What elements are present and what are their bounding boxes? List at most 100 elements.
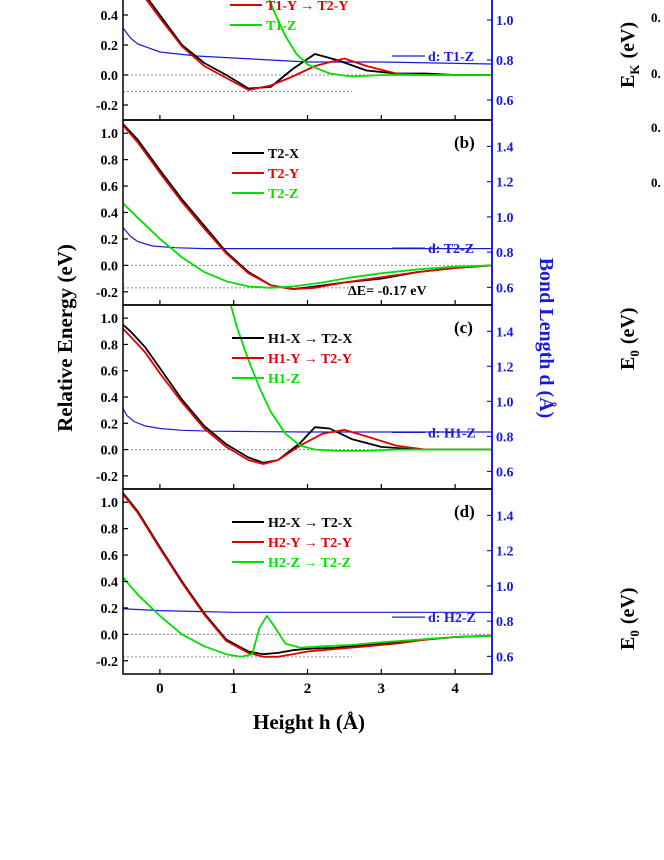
x-tick-label: 2 [304, 681, 312, 697]
y-tick-label: 0.2 [101, 233, 119, 248]
e0-side-label: E0(eV) [617, 588, 642, 650]
legend-entry: T1-Y → T2-Y [266, 0, 348, 14]
y2-axis-label: Bond Length d (Å) [535, 258, 558, 419]
panel-frame [122, 119, 493, 306]
bond-label: d: H1-Z [428, 426, 476, 441]
panel-b: -0.2 0.0 0.2 0.4 0.6 0.8 1.0 0.6 0.8 1.0 1.2 1.4 (b)… [96, 119, 514, 306]
bond-length-line [123, 608, 492, 613]
series-line-t2-y [123, 124, 492, 291]
y-tick-label: 0.0 [101, 444, 119, 459]
plot-area [123, 305, 492, 465]
y2-tick-label: 0.6 [496, 281, 514, 296]
plot-area [123, 0, 492, 92]
y-tick-label: 0.6 [101, 365, 119, 380]
delta-e-annotation: ΔE= -0.17 eV [348, 284, 427, 299]
series-line-t2-z [123, 202, 492, 289]
y-axis-label: Relative Energy (eV) [53, 244, 77, 432]
legend-entry: T2-X [268, 147, 299, 162]
y2-tick-label: 1.0 [496, 211, 514, 226]
y-tick-label: 0.2 [101, 417, 119, 432]
y-tick-label: -0.2 [96, 655, 118, 670]
panel-c: -0.2 0.0 0.2 0.4 0.6 0.8 1.0 0.6 0.8 1.0 1.2 1.4 (c)… [96, 304, 514, 490]
y2-tick-label: 1.2 [496, 545, 514, 560]
x-axis-label: Height h (Å) [253, 710, 365, 734]
y-tick-label: 0.8 [101, 338, 119, 353]
y-tick-label: 0.8 [101, 523, 119, 538]
y-tick-label: -0.2 [96, 99, 118, 114]
y-tick-label: 0.0 [101, 69, 119, 84]
y2-tick-label: 1.2 [496, 176, 514, 191]
y2-tick-label: 0.6 [496, 465, 514, 480]
series-line-t2-x [123, 123, 492, 291]
y2-tick-label: 1.4 [496, 509, 514, 524]
y2-tick-label: 0.6 [496, 650, 514, 665]
y-tick-label: 0.0 [101, 259, 119, 274]
legend-entry: H2-X → T2-X [268, 516, 353, 531]
panel-a: -0.20.00.20.40.60.81.0(a)T1-Y → T2-YT1-Z… [96, 0, 514, 121]
y2-tick-label: 1.0 [496, 14, 514, 29]
y2-tick-label: 1.4 [496, 325, 514, 340]
y2-tick-label: 1.0 [496, 580, 514, 595]
bond-label: d: T2-Z [428, 242, 474, 257]
side-fragments: EK(eV) 0. 0. 0. 0. E0(eV) E0(eV) [617, 10, 661, 650]
svg-text:E0(eV): E0(eV) [617, 588, 642, 650]
side-tick: 0. [651, 10, 661, 25]
y-tick-label: -0.2 [96, 470, 118, 485]
y2-tick-label: 0.8 [496, 54, 514, 69]
y2-tick-label: 0.8 [496, 615, 514, 630]
panels-group: -0.20.00.20.40.60.81.0(a)T1-Y → T2-YT1-Z… [96, 0, 514, 697]
legend-entry: H1-Y → T2-Y [268, 352, 352, 367]
y2-tick-label: 1.4 [496, 140, 514, 155]
svg-text:EK(eV): EK(eV) [617, 22, 642, 88]
bond-label: d: H2-Z [428, 611, 476, 626]
legend-entry: T2-Z [268, 187, 298, 202]
y-tick-label: 1.0 [101, 496, 119, 511]
panel-label: (d) [454, 502, 475, 521]
side-tick: 0. [651, 66, 661, 81]
legend-entry: H1-Z [268, 372, 300, 387]
legend-entry: T2-Y [268, 167, 299, 182]
y-tick-label: 0.2 [101, 39, 119, 54]
svg-text:E0(eV): E0(eV) [617, 308, 642, 370]
y-tick-label: 0.0 [101, 628, 119, 643]
y-tick-label: -0.2 [96, 286, 118, 301]
series-line-t2-z [268, 0, 492, 78]
panel-d: -0.2 0.0 0.2 0.4 0.6 0.8 1.0 0.6 0.8 1.0 1.2 1.4 0 1 2… [96, 488, 514, 697]
legend-entry: H2-Z → T2-Z [268, 556, 351, 571]
x-tick-label: 4 [451, 681, 459, 697]
y-tick-label: 0.2 [101, 602, 119, 617]
y2-tick-label: 0.6 [496, 94, 514, 109]
panel-label: (c) [454, 318, 473, 337]
series-line-t2-z [123, 576, 492, 658]
y-tick-label: 0.4 [101, 9, 119, 24]
ek-side-label: EK(eV) [617, 22, 642, 88]
y-tick-label: 0.6 [101, 549, 119, 564]
series-line-t2-z [229, 305, 492, 452]
bond-label: d: T1-Z [428, 50, 474, 65]
side-tick: 0. [651, 120, 661, 135]
y-tick-label: 0.4 [101, 391, 119, 406]
y2-tick-label: 1.0 [496, 395, 514, 410]
legend-entry: T1-Z [266, 19, 296, 34]
bond-length-line [123, 227, 492, 250]
legend-entry: H1-X → T2-X [268, 332, 353, 347]
y-tick-label: 1.0 [101, 312, 119, 327]
x-tick-label: 1 [230, 681, 238, 697]
y-tick-label: 0.4 [101, 207, 119, 222]
e0-side-label: E0(eV) [617, 308, 642, 370]
y-tick-label: 0.6 [101, 180, 119, 195]
y2-tick-label: 0.8 [496, 430, 514, 445]
legend-entry: H2-Y → T2-Y [268, 536, 352, 551]
panel-label: (b) [454, 133, 475, 152]
plot-area [123, 123, 492, 291]
y-tick-label: 0.8 [101, 154, 119, 169]
side-tick: 0. [651, 175, 661, 190]
x-tick-label: 0 [156, 681, 164, 697]
series-line-t2-y [123, 493, 492, 658]
y-tick-label: 0.4 [101, 576, 119, 591]
plot-area [123, 492, 492, 658]
series-line-t2-y [123, 328, 492, 465]
y2-tick-label: 0.8 [496, 246, 514, 261]
y-tick-label: 1.0 [101, 127, 119, 142]
